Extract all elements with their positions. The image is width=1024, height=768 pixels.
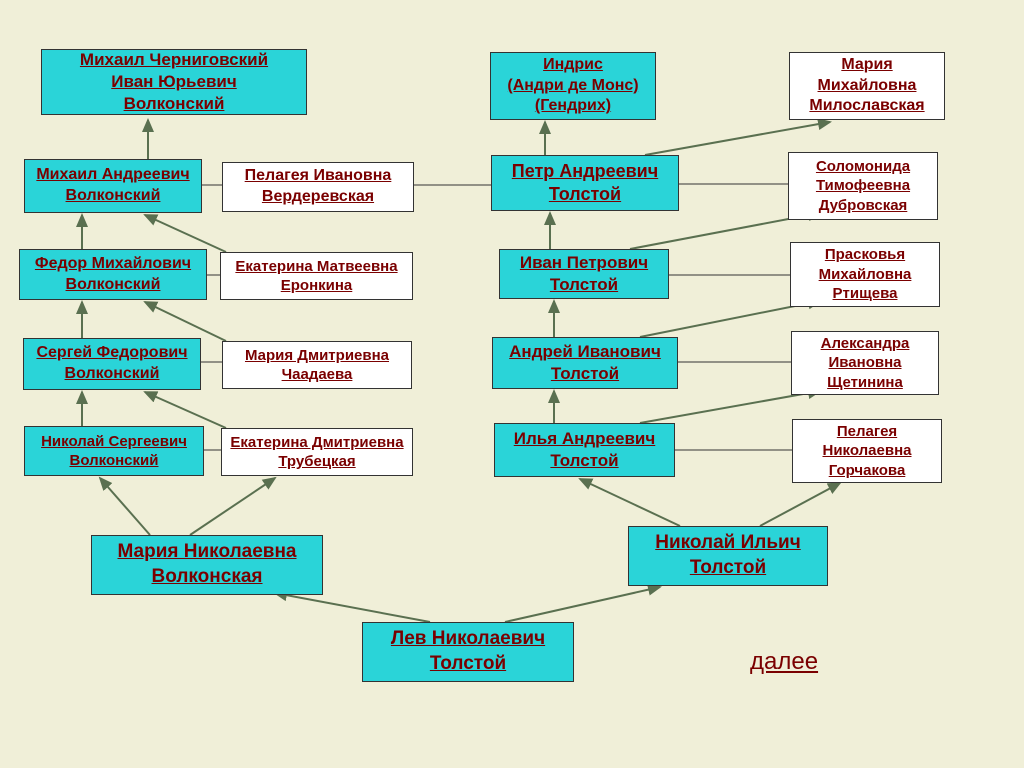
node-rtish[interactable]: ПрасковьяМихайловнаРтищева [790, 242, 940, 307]
label-line: Федор Михайлович [35, 254, 191, 275]
label-line: Мария Николаевна [118, 540, 297, 565]
node-maria_volk[interactable]: Мария НиколаевнаВолконская [91, 535, 323, 595]
label-line: Толстой [690, 556, 766, 581]
label-line: Илья Андреевич [514, 428, 656, 450]
node-fedor_volk[interactable]: Федор МихайловичВолконский [19, 249, 207, 300]
label-line: Ртищева [833, 284, 898, 304]
label-line: Волконский [70, 451, 159, 471]
label-line: Прасковья [825, 245, 905, 265]
label-line: Екатерина Матвеевна [235, 257, 397, 277]
label-line: Тимофеевна [816, 176, 910, 196]
label-line: Иван Петрович [520, 252, 648, 274]
label-line: Волконский [66, 186, 161, 207]
label-line: Дубровская [819, 196, 908, 216]
node-miloslav[interactable]: МарияМихайловнаМилославская [789, 52, 945, 120]
label-line: Вердеревская [262, 187, 374, 208]
node-dubrov[interactable]: СоломонидаТимофеевнаДубровская [788, 152, 938, 220]
label-line: Николаевна [823, 441, 912, 461]
label-line: Щетинина [827, 373, 903, 393]
node-schet[interactable]: АлександраИвановнаЩетинина [791, 331, 939, 395]
label-line: Волконский [66, 275, 161, 296]
label-line: Ивановна [829, 353, 902, 373]
label-line: Николай Ильич [655, 531, 801, 556]
node-mih_andr_volk[interactable]: Михаил АндреевичВолконский [24, 159, 202, 213]
node-nik_volk[interactable]: Николай СергеевичВолконский [24, 426, 204, 476]
label-line: Михайловна [819, 265, 912, 285]
label-line: Толстой [550, 450, 618, 472]
label-line: Толстой [430, 652, 506, 677]
label-line: Толстой [551, 363, 619, 385]
label-line: Трубецкая [278, 452, 355, 472]
node-nik_tolstoy[interactable]: Николай ИльичТолстой [628, 526, 828, 586]
node-top_volk[interactable]: Михаил ЧерниговскийИван ЮрьевичВолконски… [41, 49, 307, 115]
label-line: Петр Андреевич [512, 160, 658, 183]
label-line: Михаил Андреевич [36, 165, 189, 186]
node-verder[interactable]: Пелагея ИвановнаВердеревская [222, 162, 414, 212]
label-line: Лев Николаевич [391, 627, 545, 652]
label-line: Горчакова [829, 461, 906, 481]
label-line: Александра [821, 334, 910, 354]
label-line: Екатерина Дмитриевна [230, 433, 403, 453]
node-andrey_tolstoy[interactable]: Андрей ИвановичТолстой [492, 337, 678, 389]
node-chaad[interactable]: Мария ДмитриевнаЧаадаева [222, 341, 412, 389]
node-eronk[interactable]: Екатерина МатвеевнаЕронкина [220, 252, 413, 300]
label-line: Пелагея Ивановна [245, 166, 392, 187]
label-line: Индрис [543, 55, 603, 76]
label-line: Иван Юрьевич [111, 71, 236, 93]
label-line: Николай Сергеевич [41, 432, 187, 452]
node-indris[interactable]: Индрис(Андри де Монс)(Гендрих) [490, 52, 656, 120]
label-line: Еронкина [281, 276, 353, 296]
label-line: Толстой [550, 274, 618, 296]
node-petr_tolstoy[interactable]: Петр АндреевичТолстой [491, 155, 679, 211]
node-ivan_tolstoy[interactable]: Иван ПетровичТолстой [499, 249, 669, 299]
node-sergey_volk[interactable]: Сергей ФедоровичВолконский [23, 338, 201, 390]
label-line: Чаадаева [282, 365, 353, 385]
label-line: Милославская [809, 96, 924, 117]
label-line: Андрей Иванович [509, 341, 661, 363]
label-line: (Андри де Монс) [507, 76, 638, 97]
label-line: Соломонида [816, 157, 910, 177]
node-ilya_tolstoy[interactable]: Илья АндреевичТолстой [494, 423, 675, 477]
label-line: Михайловна [818, 76, 917, 97]
label-line: Пелагея [837, 422, 897, 442]
label-line: Волконский [124, 93, 225, 115]
label-line: Мария Дмитриевна [245, 346, 389, 366]
label-line: Волконская [152, 565, 263, 590]
label-line: Михаил Черниговский [80, 49, 268, 71]
label-line: Сергей Федорович [36, 343, 187, 364]
label-line: Мария [841, 55, 892, 76]
node-trub[interactable]: Екатерина ДмитриевнаТрубецкая [221, 428, 413, 476]
label-line: Волконский [65, 364, 160, 385]
label-line: Толстой [549, 183, 621, 206]
node-lev_tolstoy[interactable]: Лев НиколаевичТолстой [362, 622, 574, 682]
label-line: (Гендрих) [535, 96, 611, 117]
node-gorch[interactable]: ПелагеяНиколаевнаГорчакова [792, 419, 942, 483]
next-link[interactable]: далее [750, 648, 818, 676]
